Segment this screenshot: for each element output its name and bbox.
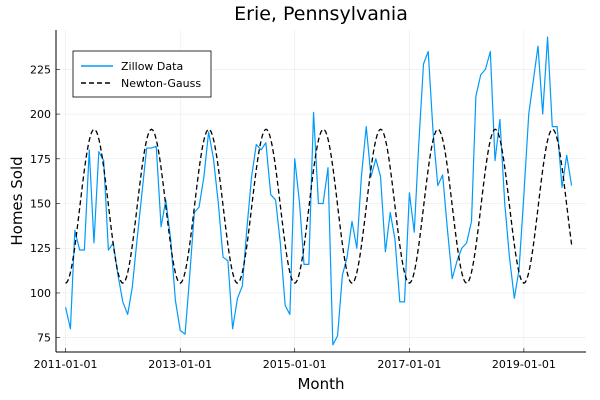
x-tick-labels: 2011-01-01 2013-01-01 2015-01-01 2017-01-01… — [34, 358, 556, 371]
legend-label-zillow: Zillow Data — [121, 60, 183, 73]
chart-title: Erie, Pennsylvania — [234, 3, 408, 25]
y-tick-label: 75 — [37, 332, 51, 345]
y-axis-label: Homes Sold — [8, 156, 26, 245]
x-tick-label: 2019-01-01 — [492, 358, 556, 371]
x-axis-label: Month — [297, 375, 344, 393]
plot-area — [64, 36, 573, 346]
y-tick-label: 100 — [30, 287, 51, 300]
y-tick-label: 150 — [30, 198, 51, 211]
series-newton-gauss-line — [65, 128, 573, 284]
x-tick-label: 2015-01-01 — [263, 358, 327, 371]
legend-label-newton-gauss: Newton-Gauss — [121, 77, 201, 90]
x-tick-label: 2013-01-01 — [148, 358, 212, 371]
series-zillow-data-line — [64, 36, 573, 346]
y-tick-label: 175 — [30, 153, 51, 166]
legend-box — [72, 50, 212, 98]
x-tick-label: 2011-01-01 — [34, 358, 98, 371]
legend: Zillow Data Newton-Gauss — [72, 50, 212, 98]
y-tick-labels: 75 100 125 150 175 200 225 — [30, 63, 51, 344]
y-tick-label: 125 — [30, 242, 51, 255]
y-tick-label: 200 — [30, 108, 51, 121]
axes — [55, 30, 586, 353]
y-tick-label: 225 — [30, 63, 51, 76]
x-tick-label: 2017-01-01 — [377, 358, 441, 371]
